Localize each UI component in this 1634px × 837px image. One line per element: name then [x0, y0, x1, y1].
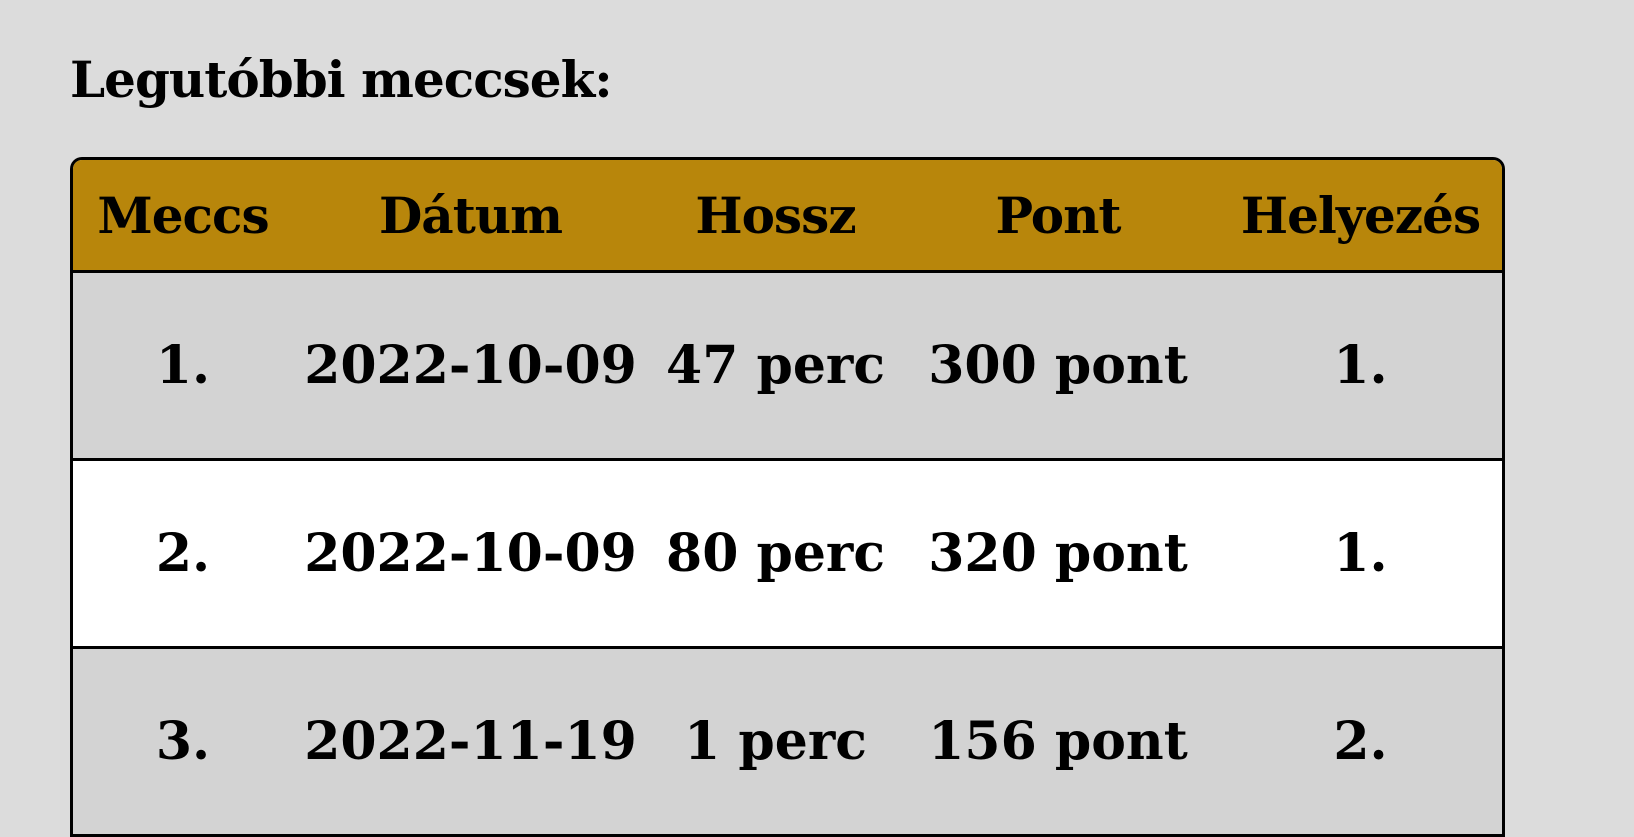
table-cell: 1. — [1213, 459, 1502, 649]
table-cell: 1 perc — [648, 647, 903, 837]
table-body: 1. 2022-10-09 47 perc 300 pont 1. 2. 2022-10-0… — [73, 271, 1502, 837]
header-cell: Hossz — [648, 160, 903, 273]
table-head: Meccs Dátum Hossz Pont Helyezés — [73, 160, 1502, 273]
header-cell: Dátum — [293, 160, 648, 273]
table-cell: 80 perc — [648, 459, 903, 649]
table-row: 1. 2022-10-09 47 perc 300 pont 1. — [73, 271, 1502, 461]
table-cell: 156 pont — [903, 647, 1213, 837]
table-cell: 300 pont — [903, 271, 1213, 461]
header-row: Meccs Dátum Hossz Pont Helyezés — [73, 160, 1502, 273]
header-cell: Pont — [903, 160, 1213, 273]
matches-table: Meccs Dátum Hossz Pont Helyezés 1. 2022-10-09… — [73, 160, 1502, 837]
table-cell: 1. — [1213, 271, 1502, 461]
table-cell: 47 perc — [648, 271, 903, 461]
table-frame: Meccs Dátum Hossz Pont Helyezés 1. 2022-10-09… — [70, 157, 1505, 837]
table-cell: 2022-10-09 — [293, 459, 648, 649]
table-cell: 2. — [1213, 647, 1502, 837]
table-cell: 2. — [73, 459, 293, 649]
page-body: Legutóbbi meccsek: Meccs Dátum Hossz Pont He… — [70, 50, 1505, 837]
page: Legutóbbi meccsek {"heading": "Legutóbbi… — [70, 50, 1505, 837]
header-cell: Meccs — [73, 160, 293, 273]
table-cell: 2022-11-19 — [293, 647, 648, 837]
heading: Legutóbbi meccsek: — [70, 50, 613, 109]
table-cell: 1. — [73, 271, 293, 461]
table-cell: 320 pont — [903, 459, 1213, 649]
header-cell: Helyezés — [1213, 160, 1502, 273]
table-cell: 3. — [73, 647, 293, 837]
table-row: 2. 2022-10-09 80 perc 320 pont 1. — [73, 459, 1502, 649]
table-row: 3. 2022-11-19 1 perc 156 pont 2. — [73, 647, 1502, 837]
table-cell: 2022-10-09 — [293, 271, 648, 461]
